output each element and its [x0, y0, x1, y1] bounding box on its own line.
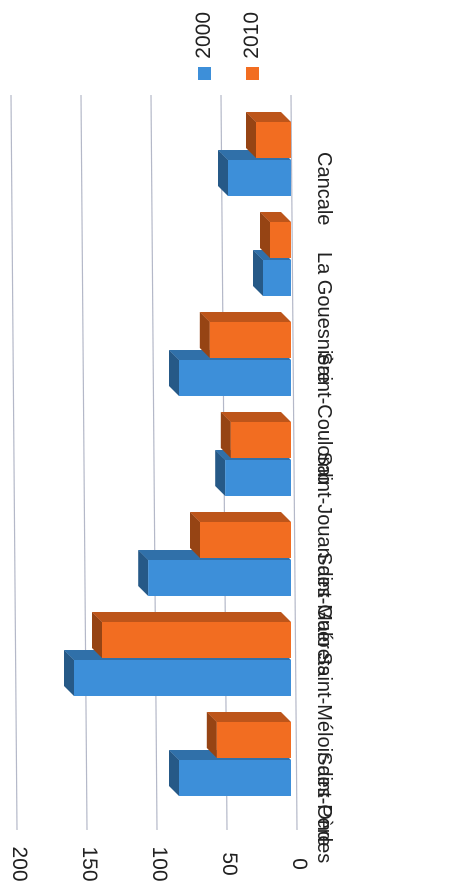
- bar-2000: [179, 360, 291, 396]
- gridline: [80, 94, 88, 831]
- legend: 2000 2010: [190, 8, 280, 80]
- bar-2010: [102, 622, 291, 658]
- bar-2010: [200, 522, 291, 558]
- bar-2010-end: [206, 712, 217, 758]
- y-tick-label: 200: [8, 846, 31, 881]
- x-category-label: Saint-Jouan-des-Guérets: [313, 452, 335, 675]
- y-tick-label: 150: [78, 846, 101, 881]
- bar-2010-side: [260, 212, 291, 222]
- x-category-label: Cancale: [313, 152, 335, 225]
- bar-2010-end: [260, 212, 270, 258]
- bar-2010-end: [199, 312, 210, 358]
- legend-label-2010: 2010: [240, 12, 263, 59]
- bar-2010-side: [220, 412, 291, 422]
- bar-2010-side: [246, 112, 291, 122]
- bar-2000: [74, 660, 291, 696]
- bar-2010-end: [220, 412, 231, 458]
- y-tick-label: 0: [288, 858, 311, 870]
- bar-2010-side: [190, 512, 291, 522]
- bar-2010-side: [206, 712, 291, 722]
- bar-2000: [179, 760, 291, 796]
- bar-2000-end: [169, 750, 179, 796]
- bar-2000: [263, 260, 291, 296]
- x-category-label: Saint-Père: [313, 752, 335, 847]
- bar-2010: [270, 222, 291, 258]
- gridline: [290, 94, 298, 831]
- bar-2000-end: [215, 450, 226, 496]
- legend-item-2010: 2010: [238, 8, 278, 80]
- y-tick-label: 100: [148, 846, 171, 881]
- gridline: [10, 94, 18, 831]
- x-category-label: Saint-Malo: [313, 552, 335, 648]
- bar-2010: [209, 322, 291, 358]
- bar-2010: [256, 122, 291, 158]
- legend-swatch-2000: [198, 67, 211, 80]
- x-category-label: Saint-Coulomb: [313, 352, 335, 484]
- bar-2000-end: [253, 250, 263, 296]
- legend-label-2000: 2000: [192, 12, 215, 59]
- bar-2000-end: [218, 150, 228, 196]
- gridline: [150, 94, 158, 831]
- bar-2010-end: [190, 512, 200, 558]
- legend-item-2000: 2000: [190, 8, 230, 80]
- bar-2000: [225, 460, 291, 496]
- bar-2010: [230, 422, 291, 458]
- bar-2010-end: [246, 112, 256, 158]
- bar-2000: [228, 160, 291, 196]
- bar-2010-side: [92, 612, 291, 622]
- bar-2010-end: [92, 612, 102, 658]
- bar-2000-end: [169, 350, 179, 396]
- x-category-label: La Gouesnière: [313, 252, 335, 383]
- bar-2010-side: [199, 312, 291, 322]
- bar-2000-end: [138, 550, 149, 596]
- bar-2000: [148, 560, 291, 596]
- bar-2000-end: [64, 650, 74, 696]
- y-tick-label: 50: [218, 852, 241, 875]
- x-category-label: Saint-Méloir-des-Ondes: [313, 652, 335, 863]
- bar-2010: [216, 722, 291, 758]
- legend-swatch-2010: [246, 67, 259, 80]
